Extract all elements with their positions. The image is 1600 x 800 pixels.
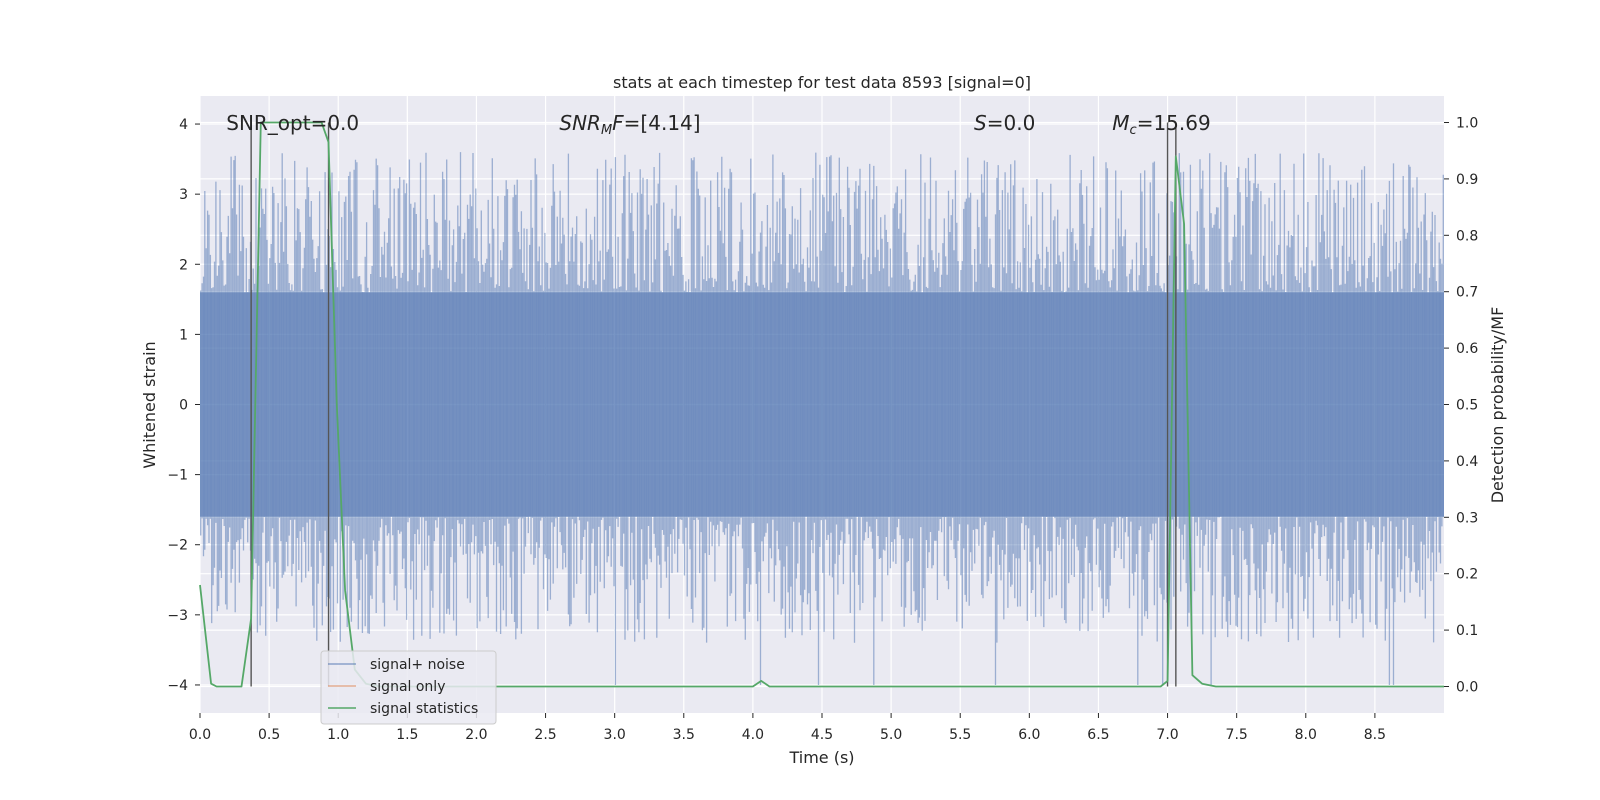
y2-tick-label: 0.2 <box>1456 567 1478 583</box>
x-tick-label: 0.5 <box>258 727 280 743</box>
x-tick-label: 5.0 <box>880 727 902 743</box>
y2-tick-label: 0.0 <box>1456 679 1478 695</box>
y-tick-label: 4 <box>179 117 188 133</box>
series-signal-noise <box>200 152 1444 685</box>
y2-tick-label: 0.3 <box>1456 510 1478 526</box>
x-tick-labels: 0.0 0.5 1.0 1.5 2.0 2.5 3.0 3.5 4.0 4.5 5.0 5.5 6.0 6… <box>189 713 1386 743</box>
x-tick-label: 6.5 <box>1087 727 1109 743</box>
annotations: SNR_opt=0.0 SNRMF=[4.14] S=0.0 Mc=15.69 <box>226 111 1210 138</box>
y2-tick-label: 1.0 <box>1456 116 1478 132</box>
y2-tick-labels: 0.0 0.1 0.2 0.3 0.4 0.5 0.6 0.7 0.8 0.9 1.0 <box>1444 116 1478 695</box>
x-axis-label: Time (s) <box>788 748 854 767</box>
x-tick-label: 3.0 <box>604 727 626 743</box>
x-tick-label: 2.5 <box>534 727 556 743</box>
y-axis-label: Whitened strain <box>140 341 159 468</box>
y-tick-label: 0 <box>179 398 188 414</box>
y2-tick-label: 0.6 <box>1456 341 1478 357</box>
annotation-2: S=0.0 <box>974 111 1035 135</box>
annotation-3: Mc=15.69 <box>1112 111 1210 138</box>
y-tick-label: −2 <box>167 538 188 554</box>
annotation-0: SNR_opt=0.0 <box>226 111 359 135</box>
x-tick-label: 8.0 <box>1295 727 1317 743</box>
y-tick-label: 1 <box>179 327 188 343</box>
noise-band <box>200 292 1444 517</box>
x-tick-label: 4.0 <box>742 727 764 743</box>
y2-tick-label: 0.8 <box>1456 228 1478 244</box>
y-tick-label: −3 <box>167 608 188 624</box>
y2-tick-label: 0.5 <box>1456 398 1478 414</box>
legend: signal+ noise signal only signal statist… <box>320 650 497 725</box>
x-tick-label: 4.5 <box>811 727 833 743</box>
legend-label-signal-only: signal only <box>370 679 445 695</box>
y2-tick-label: 0.9 <box>1456 172 1478 188</box>
y-tick-label: 3 <box>179 187 188 203</box>
y-tick-label: 2 <box>179 257 188 273</box>
x-tick-label: 1.0 <box>327 727 349 743</box>
x-tick-label: 0.0 <box>189 727 211 743</box>
x-tick-label: 8.5 <box>1364 727 1386 743</box>
chart-title: stats at each timestep for test data 859… <box>613 73 1031 92</box>
y2-tick-label: 0.7 <box>1456 285 1478 301</box>
x-tick-label: 7.5 <box>1226 727 1248 743</box>
annotation-1: SNRMF=[4.14] <box>559 111 700 138</box>
x-tick-label: 2.0 <box>465 727 487 743</box>
y2-axis-label: Detection probability/MF <box>1488 307 1507 504</box>
y-tick-labels: −4 −3 −2 −1 0 1 2 3 4 <box>167 117 200 694</box>
x-tick-label: 3.5 <box>673 727 695 743</box>
legend-label-signal-statistics: signal statistics <box>370 701 478 717</box>
y2-tick-label: 0.1 <box>1456 623 1478 639</box>
x-tick-label: 6.0 <box>1018 727 1040 743</box>
legend-box <box>320 650 497 725</box>
y-tick-label: −4 <box>167 678 188 694</box>
x-tick-label: 7.0 <box>1156 727 1178 743</box>
legend-label-signal-noise: signal+ noise <box>370 657 465 673</box>
x-tick-label: 5.5 <box>949 727 971 743</box>
x-tick-label: 1.5 <box>396 727 418 743</box>
y-tick-label: −1 <box>167 468 188 484</box>
y2-tick-label: 0.4 <box>1456 454 1478 470</box>
